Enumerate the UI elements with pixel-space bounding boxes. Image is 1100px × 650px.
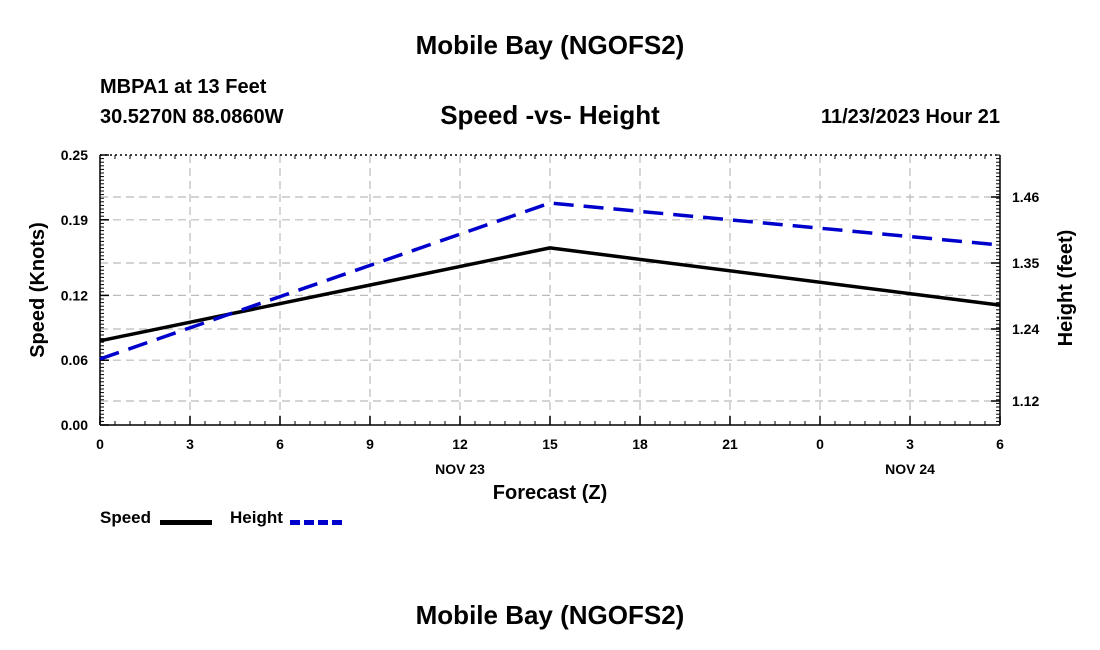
legend-label-speed: Speed (100, 508, 152, 527)
x-tick-label: 21 (722, 436, 738, 452)
y2-tick-label: 1.24 (1012, 321, 1039, 337)
x-tick-label: 0 (96, 436, 104, 452)
y-tick-label: 0.06 (61, 352, 88, 368)
series-line-height (99, 201, 1001, 361)
station-label: MBPA1 at 13 Feet (100, 76, 267, 98)
x-tick-label: 6 (996, 436, 1004, 452)
chart-title: Mobile Bay (NGOFS2) (415, 30, 685, 60)
y2-tick-label: 1.12 (1012, 393, 1039, 409)
day-label: NOV 23 (435, 461, 485, 477)
y2-tick-label: 1.46 (1012, 189, 1039, 205)
coordinates-label: 30.5270N 88.0860W (100, 106, 284, 128)
footer-title: Mobile Bay (NGOFS2) (415, 600, 685, 630)
chart-subtitle: Speed -vs- Height (440, 100, 660, 130)
y-tick-label: 0.00 (61, 417, 88, 433)
x-tick-label: 6 (276, 436, 284, 452)
legend-label-height: Height (230, 508, 283, 527)
legend-swatch-height (290, 520, 342, 525)
y-tick-label: 0.19 (61, 212, 88, 228)
x-tick-label: 15 (542, 436, 558, 452)
y-tick-label: 0.25 (61, 147, 88, 163)
y2-tick-label: 1.35 (1012, 255, 1039, 271)
x-tick-label: 18 (632, 436, 648, 452)
timestamp-label: 11/23/2023 Hour 21 (820, 106, 1000, 128)
x-tick-label: 0 (816, 436, 824, 452)
y2-axis-label: Height (feet) (1055, 230, 1077, 347)
x-axis-label: Forecast (Z) (492, 482, 608, 504)
series-line-speed (99, 246, 1001, 343)
legend-swatch-speed (160, 520, 212, 525)
x-tick-label: 3 (906, 436, 914, 452)
x-tick-label: 3 (186, 436, 194, 452)
y-axis-label: Speed (Knots) (27, 222, 49, 358)
x-tick-label: 9 (366, 436, 374, 452)
x-tick-label: 12 (452, 436, 468, 452)
day-label: NOV 24 (885, 461, 935, 477)
y-tick-label: 0.12 (61, 287, 88, 303)
